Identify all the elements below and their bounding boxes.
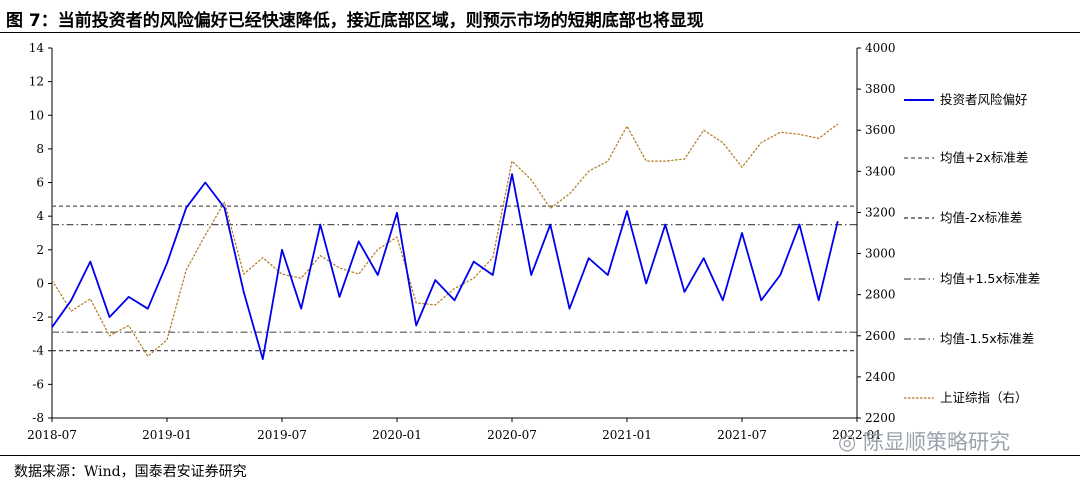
- left-tick-label: -2: [32, 310, 44, 324]
- left-tick-label: 0: [36, 276, 44, 290]
- left-tick-label: -6: [32, 377, 44, 391]
- right-tick-label: 4000: [865, 41, 896, 55]
- source-rule: [0, 455, 1080, 456]
- right-tick-label: 2800: [865, 288, 896, 302]
- right-tick-label: 2600: [865, 329, 896, 343]
- left-tick-label: 8: [36, 142, 44, 156]
- legend-label-4: 均值-1.5x标准差: [940, 331, 1034, 346]
- series-layer: [51, 123, 857, 361]
- legend-label-2: 均值-2x标准差: [940, 210, 1022, 225]
- x-tick-label: 2022-01: [832, 428, 882, 442]
- right-tick-label: 2200: [865, 411, 896, 425]
- left-tick-label: 2: [36, 243, 44, 257]
- watermark-text: 陈显顺策略研究: [863, 430, 1011, 454]
- series-line-0: [51, 173, 839, 361]
- x-tick-label: 2021-01: [602, 428, 652, 442]
- figure-title: 图 7：当前投资者的风险偏好已经快速降低，接近底部区域，则预示市场的短期底部也将…: [6, 11, 704, 31]
- legend-label-5: 上证综指（右）: [940, 390, 1028, 405]
- right-tick-label: 3400: [865, 164, 896, 178]
- legend: 投资者风险偏好均值+2x标准差均值-2x标准差均值+1.5x标准差均值-1.5x…: [904, 92, 1040, 405]
- series-line-5: [51, 123, 839, 357]
- left-tick-label: -4: [32, 344, 44, 358]
- x-tick-label: 2018-07: [27, 428, 77, 442]
- right-tick-label: 3200: [865, 205, 896, 219]
- right-tick-label: 2400: [865, 370, 896, 384]
- x-tick-label: 2019-07: [257, 428, 307, 442]
- left-tick-label: 14: [29, 41, 45, 55]
- x-tick-label: 2020-07: [487, 428, 537, 442]
- source-note: 数据来源：Wind，国泰君安证券研究: [14, 464, 247, 480]
- left-tick-label: 12: [29, 75, 44, 89]
- watermark: ◎ 陈显顺策略研究: [838, 426, 1010, 456]
- title-rule: [0, 32, 1080, 33]
- x-tick-label: 2019-01: [142, 428, 192, 442]
- legend-label-3: 均值+1.5x标准差: [940, 271, 1040, 286]
- x-tick-label: 2020-01: [372, 428, 422, 442]
- left-tick-label: 4: [36, 209, 44, 223]
- left-tick-label: 10: [29, 108, 44, 122]
- legend-label-0: 投资者风险偏好: [940, 92, 1028, 107]
- right-tick-label: 3800: [865, 82, 896, 96]
- x-tick-label: 2021-07: [717, 428, 767, 442]
- right-tick-label: 3600: [865, 123, 896, 137]
- right-tick-label: 3000: [865, 247, 896, 261]
- axes: -8 -6 -4 -2 0 2 4 6 8 10 12 14 2200 2400 2600 2800 3000 3…: [27, 41, 895, 442]
- wechat-icon: ◎: [838, 430, 857, 454]
- left-tick-label: 6: [36, 176, 44, 190]
- legend-label-1: 均值+2x标准差: [940, 150, 1028, 165]
- left-tick-label: -8: [32, 411, 44, 425]
